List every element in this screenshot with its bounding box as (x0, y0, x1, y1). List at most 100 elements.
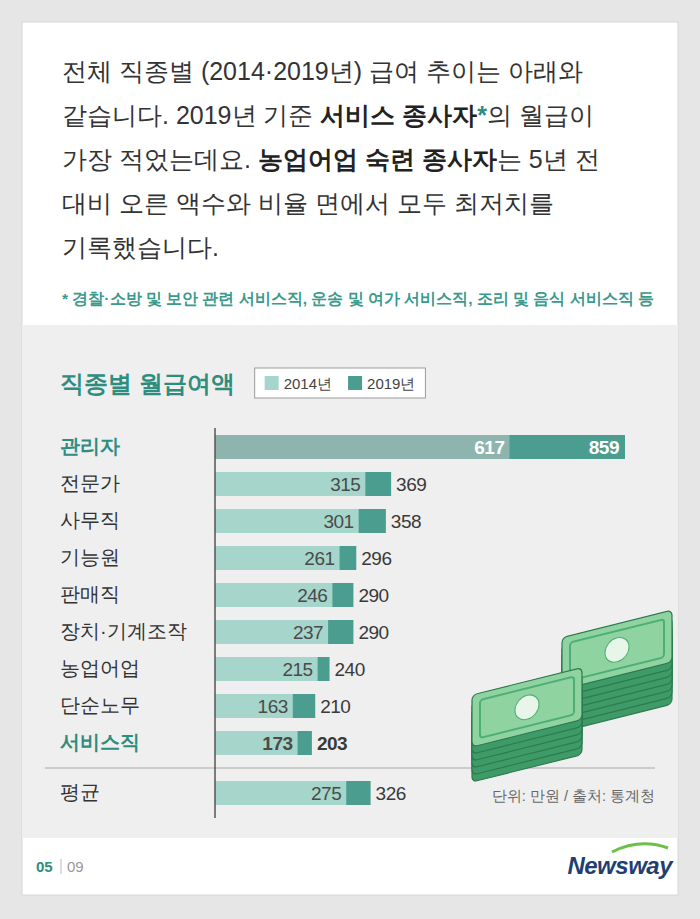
tick-label: 농업어업 (60, 657, 140, 679)
paragraph-segment: 대비 오른 액수와 비율 면에서 모두 최저치를 (62, 189, 554, 217)
chart-title: 직종별 월급여액 (60, 370, 235, 397)
paragraph-segment: 는 5년 전 (497, 145, 600, 173)
paragraph-segment: 같습니다. 2019년 기준 (62, 101, 320, 129)
paragraph-line: 대비 오른 액수와 비율 면에서 모두 최저치를 (62, 189, 554, 217)
bar (215, 546, 356, 570)
bar (215, 781, 346, 805)
paragraph-segment: 의 월급이 (487, 101, 594, 129)
paragraph-segment: 가장 적었는데요. (62, 145, 258, 173)
bill-border (480, 677, 574, 738)
bar (215, 620, 328, 644)
legend-label: 2014년 (284, 375, 332, 392)
data-label: 358 (391, 511, 421, 532)
bar (215, 509, 359, 533)
bar (215, 435, 509, 459)
tick: 판매직 (60, 583, 120, 605)
tick-label: 서비스직 (60, 731, 140, 753)
y-axis: 관리자전문가사무직기능원판매직장치·기계조작농업어업단순노무서비스직평균 (60, 428, 215, 818)
legend-box (255, 368, 426, 398)
data-label: 240 (335, 659, 365, 680)
legend: 2014년 2019년 (255, 368, 426, 398)
legend-swatch (265, 376, 279, 390)
data-label: 246 (297, 585, 327, 606)
bar (215, 657, 318, 681)
annotation: 단위: 만원 / 출처: 통계청 (492, 788, 655, 804)
tick: 전문가 (60, 472, 120, 494)
page-background (0, 0, 700, 919)
page-total: 09 (67, 858, 84, 875)
data-label: 290 (358, 585, 388, 606)
data-label: 859 (589, 437, 619, 458)
paragraph-segment: * (477, 101, 487, 129)
bar (215, 583, 353, 607)
tick: 단순노무 (60, 694, 140, 716)
data-label: 173 (262, 733, 292, 754)
chart-panel (22, 325, 678, 838)
paragraph-line: 가장 적었는데요. 농업어업 숙련 종사자는 5년 전 (62, 145, 600, 173)
bar (215, 694, 315, 718)
tick: 기능원 (60, 546, 120, 568)
tick: 장치·기계조작 (60, 620, 187, 642)
data-label: 215 (282, 659, 312, 680)
data-label: 290 (358, 622, 388, 643)
paragraph-segment: 기록했습니다. (62, 233, 219, 261)
legend-label: 2019년 (367, 375, 415, 392)
tick: 평균 (60, 781, 100, 803)
bar (215, 731, 298, 755)
bar (215, 509, 386, 533)
bar (215, 583, 332, 607)
paragraph-segment: 농업어업 숙련 종사자 (258, 145, 497, 173)
tick-label: 사무직 (60, 509, 120, 531)
brand-logo: Newsway (567, 852, 674, 879)
tick-label: 평균 (60, 781, 100, 803)
data-label: 296 (361, 548, 391, 569)
data-labels: 6173153012612462372151631732758593693582… (258, 437, 619, 804)
tick: 서비스직 (60, 731, 140, 753)
tick-label: 기능원 (60, 546, 120, 568)
paragraph-segment: 서비스 종사자 (320, 101, 477, 129)
data-label: 617 (474, 437, 504, 458)
paragraph-line: 같습니다. 2019년 기준 서비스 종사자*의 월급이 (62, 101, 594, 129)
infographic: 전체 직종별 (2014·2019년) 급여 추이는 아래와같습니다. 2019… (0, 0, 700, 919)
axis-line (214, 428, 216, 818)
data-label: 315 (330, 474, 360, 495)
tick-label: 판매직 (60, 583, 120, 605)
bar (215, 694, 293, 718)
bar (215, 472, 391, 496)
paragraph-segment: 전체 직종별 (2014·2019년) 급여 추이는 아래와 (62, 57, 583, 85)
tick-label: 관리자 (60, 435, 120, 457)
plot-area (215, 435, 625, 805)
data-label: 326 (376, 783, 406, 804)
data-label: 275 (311, 783, 341, 804)
bar (215, 620, 353, 644)
data-label: 237 (293, 622, 323, 643)
bill-border (570, 619, 664, 680)
footnote: * 경찰·소방 및 보안 관련 서비스직, 운송 및 여가 서비스직, 조리 및… (62, 290, 654, 307)
data-label: 210 (320, 696, 350, 717)
money-icon (472, 610, 672, 782)
card (22, 22, 678, 895)
tick-label: 장치·기계조작 (60, 620, 187, 642)
bill (472, 668, 582, 747)
bill-seal (515, 692, 539, 722)
bar (215, 657, 330, 681)
bar (215, 731, 312, 755)
bar (215, 435, 625, 459)
tick: 관리자 (60, 435, 120, 457)
paragraph-line: 기록했습니다. (62, 233, 219, 261)
bar (215, 781, 371, 805)
data-label: 261 (304, 548, 334, 569)
tick: 사무직 (60, 509, 120, 531)
legend-swatch (348, 376, 362, 390)
logo-swoosh (612, 844, 668, 852)
bar (215, 472, 365, 496)
separator (45, 768, 655, 769)
data-label: 301 (323, 511, 353, 532)
data-label: 163 (258, 696, 288, 717)
bill-seal (605, 635, 629, 665)
data-label: 203 (317, 733, 347, 754)
page-number: 05 (36, 858, 53, 875)
tick: 농업어업 (60, 657, 140, 679)
data-label: 369 (396, 474, 426, 495)
paragraph-line: 전체 직종별 (2014·2019년) 급여 추이는 아래와 (62, 57, 583, 85)
